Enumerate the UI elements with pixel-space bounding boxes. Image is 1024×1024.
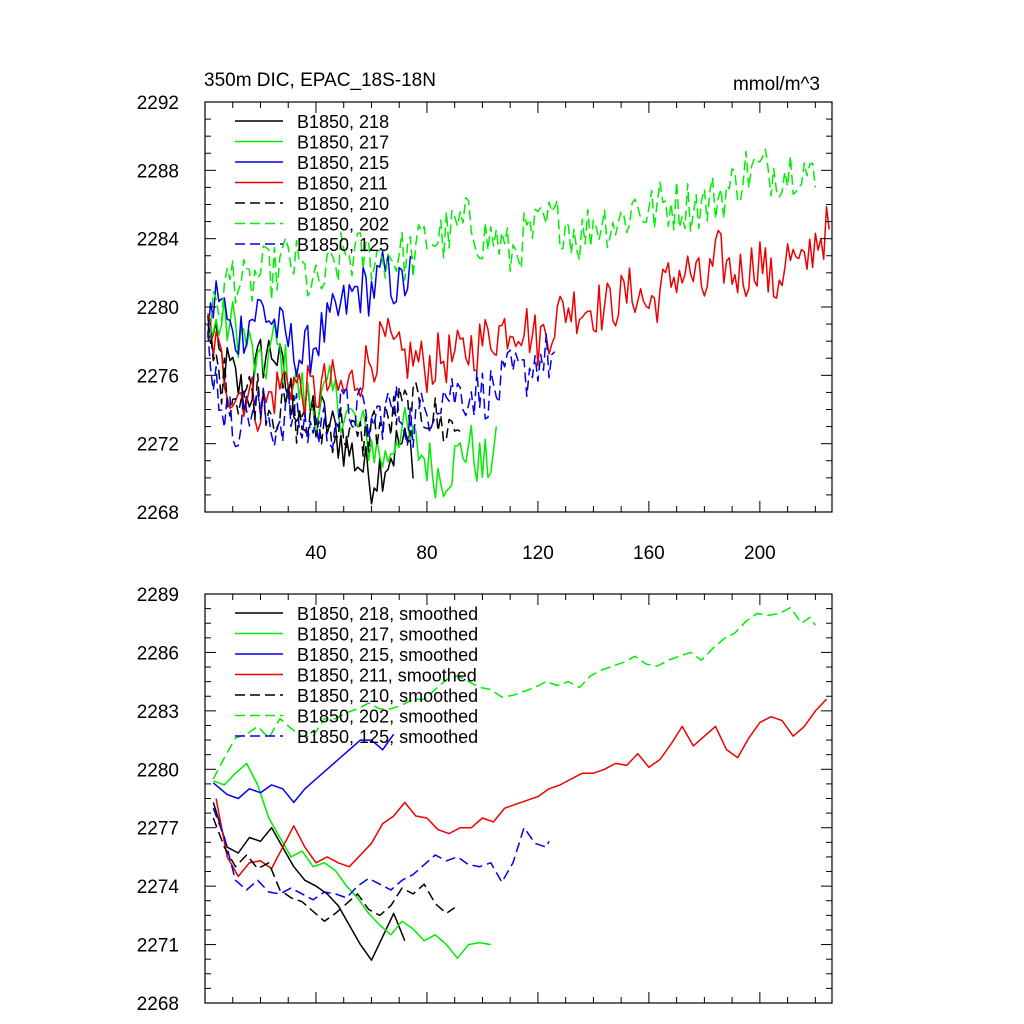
y-tick-label: 2268 <box>137 503 179 524</box>
legend-label: B1850, 218 <box>297 112 389 132</box>
legend-label: B1850, 217, smoothed <box>297 625 478 645</box>
legend-label: B1850, 125, smoothed <box>297 727 478 747</box>
legend-label: B1850, 211, smoothed <box>297 666 477 686</box>
series-line-4 <box>215 698 828 878</box>
series-line-3 <box>212 733 395 804</box>
legend-label: B1850, 125 <box>297 235 389 255</box>
y-tick-label: 2283 <box>137 702 179 723</box>
y-tick-label: 2271 <box>137 936 179 957</box>
legend-label: B1850, 202, smoothed <box>297 707 478 727</box>
legend-label: B1850, 210 <box>297 194 389 214</box>
x-tick-label: 120 <box>522 543 554 564</box>
series-line-1 <box>207 315 414 505</box>
series-line-6 <box>212 606 817 780</box>
series-line-2 <box>207 298 498 499</box>
y-tick-label: 2277 <box>137 819 179 840</box>
y-tick-label: 2268 <box>137 994 179 1015</box>
series-line-7 <box>207 331 556 449</box>
series-line-1 <box>212 802 406 961</box>
y-tick-label: 2289 <box>137 585 179 606</box>
legend-label: B1850, 217 <box>297 133 389 153</box>
x-tick-label: 80 <box>416 543 437 564</box>
x-tick-label: 160 <box>633 543 665 564</box>
y-tick-label: 2272 <box>137 435 179 456</box>
top-panel-units: mmol/m^3 <box>733 74 820 95</box>
series-line-5 <box>212 817 456 922</box>
series-line-7 <box>212 807 550 901</box>
series-line-6 <box>207 148 817 338</box>
legend-label: B1850, 218, smoothed <box>297 604 478 624</box>
y-tick-label: 2274 <box>137 877 180 898</box>
x-tick-label: 200 <box>744 543 776 564</box>
legend-label: B1850, 210, smoothed <box>297 686 478 706</box>
legend-label: B1850, 215, smoothed <box>297 645 478 665</box>
series-line-5 <box>207 324 461 457</box>
legend-label: B1850, 202 <box>297 215 389 235</box>
top-panel: 350m DIC, EPAC_18S-18N mmol/m^3 2268 2272… <box>137 70 833 564</box>
x-tick-label: 40 <box>305 543 326 564</box>
y-tick-label: 2280 <box>137 760 179 781</box>
y-tick-label: 2286 <box>137 643 179 664</box>
y-tick-label: 2288 <box>137 161 179 182</box>
legend-label: B1850, 211 <box>297 174 388 194</box>
legend-label: B1850, 215 <box>297 153 389 173</box>
y-tick-label: 2276 <box>137 366 179 387</box>
top-panel-title: 350m DIC, EPAC_18S-18N <box>204 70 436 91</box>
y-tick-label: 2284 <box>137 230 180 251</box>
y-tick-label: 2280 <box>137 298 179 319</box>
series-line-4 <box>207 205 830 432</box>
y-tick-label: 2292 <box>137 93 179 114</box>
bottom-panel: 2268 2271 2274 2277 2280 2283 2286 2289 B1850, … <box>137 585 833 1015</box>
